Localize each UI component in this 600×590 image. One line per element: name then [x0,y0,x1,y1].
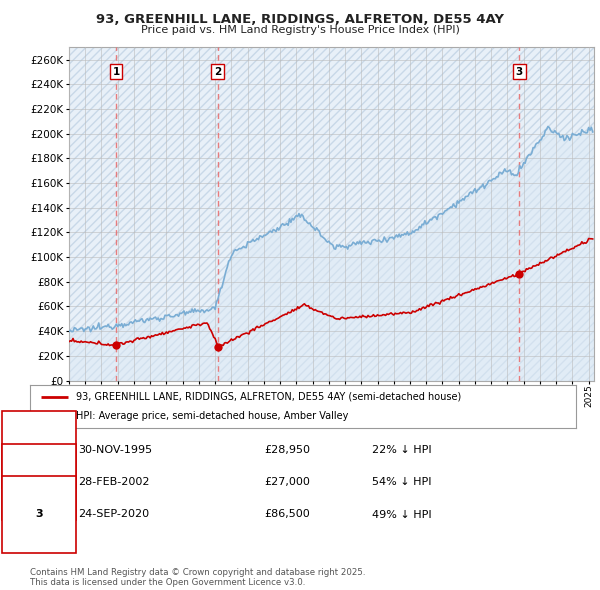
Text: Price paid vs. HM Land Registry's House Price Index (HPI): Price paid vs. HM Land Registry's House … [140,25,460,35]
Text: 24-SEP-2020: 24-SEP-2020 [78,510,149,519]
Text: 2: 2 [214,67,221,77]
Text: 2: 2 [35,477,43,487]
Text: 93, GREENHILL LANE, RIDDINGS, ALFRETON, DE55 4AY (semi-detached house): 93, GREENHILL LANE, RIDDINGS, ALFRETON, … [76,392,461,402]
Text: 3: 3 [35,510,43,519]
Text: £28,950: £28,950 [264,445,310,454]
Text: 28-FEB-2002: 28-FEB-2002 [78,477,149,487]
Text: 3: 3 [515,67,523,77]
Text: £86,500: £86,500 [264,510,310,519]
Text: £27,000: £27,000 [264,477,310,487]
Text: 22% ↓ HPI: 22% ↓ HPI [372,445,431,454]
Text: 49% ↓ HPI: 49% ↓ HPI [372,510,431,519]
Text: 1: 1 [35,445,43,454]
Text: Contains HM Land Registry data © Crown copyright and database right 2025.
This d: Contains HM Land Registry data © Crown c… [30,568,365,587]
Text: HPI: Average price, semi-detached house, Amber Valley: HPI: Average price, semi-detached house,… [76,411,349,421]
Text: 54% ↓ HPI: 54% ↓ HPI [372,477,431,487]
Text: 93, GREENHILL LANE, RIDDINGS, ALFRETON, DE55 4AY: 93, GREENHILL LANE, RIDDINGS, ALFRETON, … [96,13,504,26]
Text: 30-NOV-1995: 30-NOV-1995 [78,445,152,454]
Text: 1: 1 [113,67,120,77]
